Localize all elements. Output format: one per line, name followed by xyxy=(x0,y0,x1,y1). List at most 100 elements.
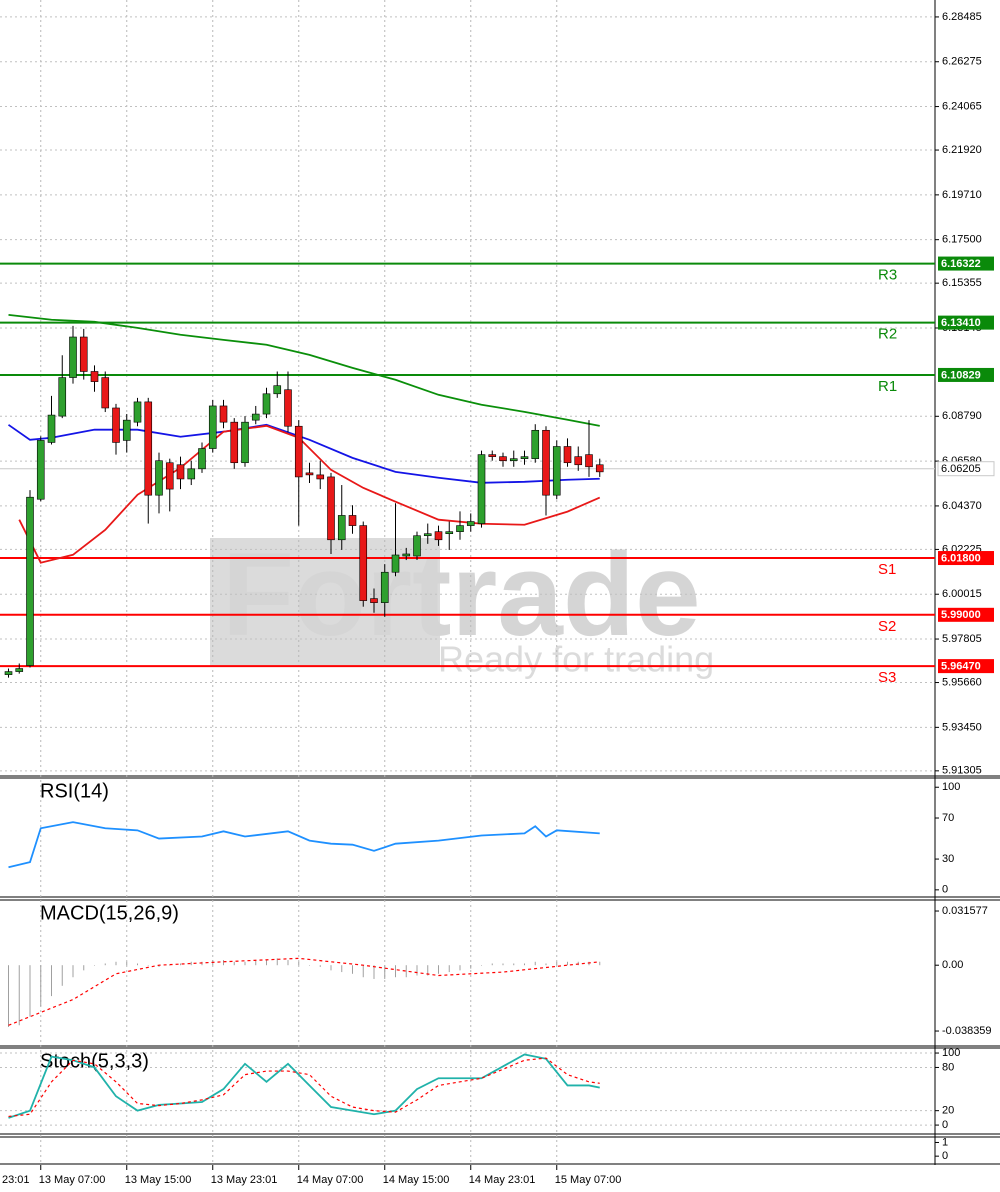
indicator-line xyxy=(8,1053,600,1119)
histogram-bar xyxy=(51,965,52,997)
y-tick-label: 100 xyxy=(942,1047,960,1059)
histogram-bar xyxy=(599,961,601,966)
histogram-bar xyxy=(190,961,192,966)
candle-body xyxy=(122,419,131,441)
candle-body xyxy=(262,393,271,415)
y-tick-label: 70 xyxy=(942,812,954,824)
histogram-bar xyxy=(169,965,171,966)
x-tick-label: 14 May 23:01 xyxy=(469,1174,536,1186)
candle-body xyxy=(69,336,77,378)
candle-body xyxy=(402,553,411,557)
candle-body xyxy=(563,446,572,464)
x-tick-label: 14 May 15:00 xyxy=(383,1174,450,1186)
candle-body xyxy=(241,421,249,464)
y-tick-label: 5.91305 xyxy=(942,765,982,777)
histogram-bar xyxy=(395,965,396,978)
level-value-box xyxy=(938,367,994,382)
histogram-bar xyxy=(298,961,300,966)
level-value-label: 6.10829 xyxy=(941,369,981,381)
histogram-bar xyxy=(352,965,353,974)
histogram-bar xyxy=(244,961,246,966)
y-tick-label: 0 xyxy=(942,1119,948,1131)
candle-body xyxy=(101,377,110,409)
candle-body xyxy=(187,468,196,480)
indicator-line xyxy=(8,314,600,427)
histogram-bar xyxy=(405,965,407,978)
histogram-bar xyxy=(330,965,332,971)
candle-body xyxy=(520,456,529,459)
histogram-bar xyxy=(266,960,267,966)
candle-body xyxy=(47,414,56,443)
histogram-bar xyxy=(309,965,310,966)
histogram-bar xyxy=(104,963,106,966)
histogram-bar xyxy=(8,965,9,1027)
x-tick-label: 13 May 23:01 xyxy=(211,1174,278,1186)
histogram-bar xyxy=(83,965,85,971)
histogram-bar xyxy=(524,963,525,966)
histogram-bar xyxy=(416,965,418,976)
y-tick-label: 6.26275 xyxy=(942,56,982,68)
level-name: S1 xyxy=(878,561,896,578)
level-value-label: 6.13410 xyxy=(941,317,981,329)
candle-body xyxy=(90,371,99,382)
histogram-bar xyxy=(556,961,558,966)
watermark: Fortrade Ready for trading xyxy=(210,529,714,680)
indicator-line xyxy=(8,821,600,869)
y-tick-label: 5.97805 xyxy=(942,633,982,645)
candle-body xyxy=(542,429,550,496)
x-tick-label: 13 May 15:00 xyxy=(125,1174,192,1186)
watermark-tagline: Ready for trading xyxy=(438,639,714,680)
histogram-bar xyxy=(502,963,504,966)
histogram-bar xyxy=(481,965,482,966)
histogram-bar xyxy=(18,965,20,1026)
histogram-bar xyxy=(319,965,321,967)
candle-body xyxy=(284,389,292,427)
histogram-bar xyxy=(545,963,547,966)
candle-body xyxy=(531,429,540,459)
candle-body xyxy=(112,407,120,443)
candle-body xyxy=(294,425,303,478)
y-tick-label: 100 xyxy=(942,781,960,793)
histogram-bar xyxy=(362,965,364,978)
histogram-bar xyxy=(61,965,63,986)
y-tick-label: 6.24065 xyxy=(942,100,982,112)
histogram-bar xyxy=(29,965,31,1017)
histogram-bar xyxy=(115,961,117,966)
y-tick-label: 0 xyxy=(942,884,948,896)
candle-body xyxy=(413,535,421,557)
candle-body xyxy=(434,531,443,541)
y-tick-label: 6.19710 xyxy=(942,189,982,201)
y-tick-label: 6.28485 xyxy=(942,11,982,23)
panel-title: Stoch(5,3,3) xyxy=(40,1050,149,1072)
histogram-bar xyxy=(373,965,375,979)
last-price-box xyxy=(937,461,995,477)
last-price-label: 6.06205 xyxy=(941,463,981,475)
candle-body xyxy=(477,454,486,524)
candle-body xyxy=(305,472,314,476)
histogram-bar xyxy=(40,965,42,1007)
panel-title: MACD(15,26,9) xyxy=(40,902,179,924)
candle-body xyxy=(176,464,185,480)
histogram-bar xyxy=(233,961,235,966)
candle-body xyxy=(198,448,206,470)
candle-body xyxy=(327,476,335,541)
candle-body xyxy=(15,668,24,672)
histogram-bar xyxy=(438,965,439,974)
y-tick-label: 0 xyxy=(942,1150,948,1162)
level-name: R1 xyxy=(878,378,897,395)
level-value-label: 6.01800 xyxy=(941,552,981,564)
histogram-bar xyxy=(223,960,224,966)
x-tick-label: 23:01 xyxy=(2,1174,30,1186)
candle-body xyxy=(499,456,507,462)
histogram-bar xyxy=(427,965,429,976)
y-tick-label: 6.17500 xyxy=(942,234,982,246)
candle-body xyxy=(391,554,400,573)
candle-body xyxy=(273,385,282,395)
histogram-bar xyxy=(448,965,450,973)
histogram-bar xyxy=(276,958,278,966)
candle-body xyxy=(79,336,88,372)
histogram-bar xyxy=(72,965,74,978)
y-tick-label: 6.15355 xyxy=(942,277,982,289)
histogram-bar xyxy=(534,961,536,966)
